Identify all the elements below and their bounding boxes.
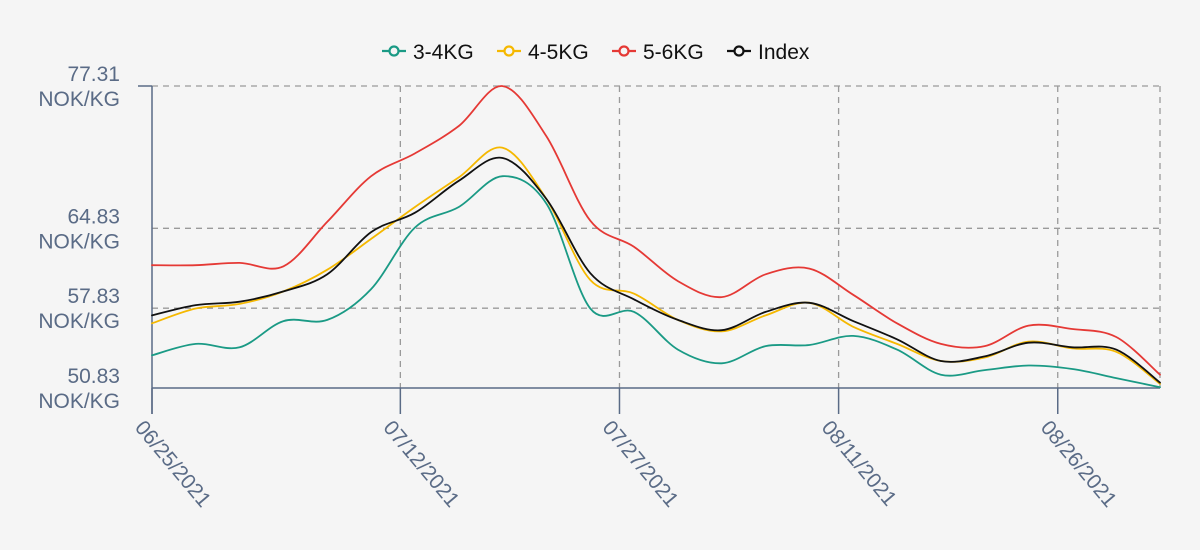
x-tick-label: 08/26/2021: [1036, 416, 1121, 511]
y-tick-unit: NOK/KG: [38, 88, 120, 111]
legend-swatch-marker: [388, 45, 400, 57]
y-tick-unit: NOK/KG: [38, 390, 120, 413]
legend-item-index[interactable]: Index: [727, 41, 810, 64]
y-tick-label: 50.83: [67, 365, 120, 388]
legend-swatch-marker: [618, 45, 630, 57]
legend-label: 4-5KG: [528, 41, 589, 64]
series-line-5-6kg: [151, 85, 1161, 376]
series-line-index: [151, 156, 1161, 384]
y-tick-label: 64.83: [67, 205, 120, 228]
legend-label: 3-4KG: [413, 41, 474, 64]
x-tick-label: 07/12/2021: [379, 416, 464, 511]
y-tick-labels: 77.31NOK/KG64.83NOK/KG57.83NOK/KG50.83NO…: [38, 63, 120, 413]
y-tick-label: 57.83: [67, 285, 120, 308]
y-tick-unit: NOK/KG: [38, 230, 120, 253]
series-lines: [151, 85, 1161, 389]
legend-swatch-marker: [733, 45, 745, 57]
legend-item-4-5kg[interactable]: 4-5KG: [497, 41, 589, 64]
x-tick-label: 06/25/2021: [130, 416, 215, 511]
grid-lines: [152, 85, 1161, 388]
y-tick-label: 77.31: [67, 63, 120, 86]
x-tick-label: 08/11/2021: [817, 416, 901, 510]
axes: [138, 85, 1160, 414]
y-tick-unit: NOK/KG: [38, 310, 120, 333]
legend-item-3-4kg[interactable]: 3-4KG: [382, 41, 474, 64]
legend-item-5-6kg[interactable]: 5-6KG: [612, 41, 704, 64]
legend-swatch-marker: [503, 45, 515, 57]
x-tick-labels: 06/25/2021 07/12/2021 07/27/2021 08/11/2021…: [130, 416, 1121, 511]
x-tick-label: 07/27/2021: [598, 416, 683, 511]
series-line-3-4kg: [151, 175, 1161, 389]
series-line-4-5kg: [151, 146, 1161, 385]
legend-label: 5-6KG: [643, 41, 704, 64]
legend[interactable]: 3-4KG 4-5KG 5-6KG Index: [382, 41, 810, 64]
legend-label: Index: [758, 41, 810, 64]
